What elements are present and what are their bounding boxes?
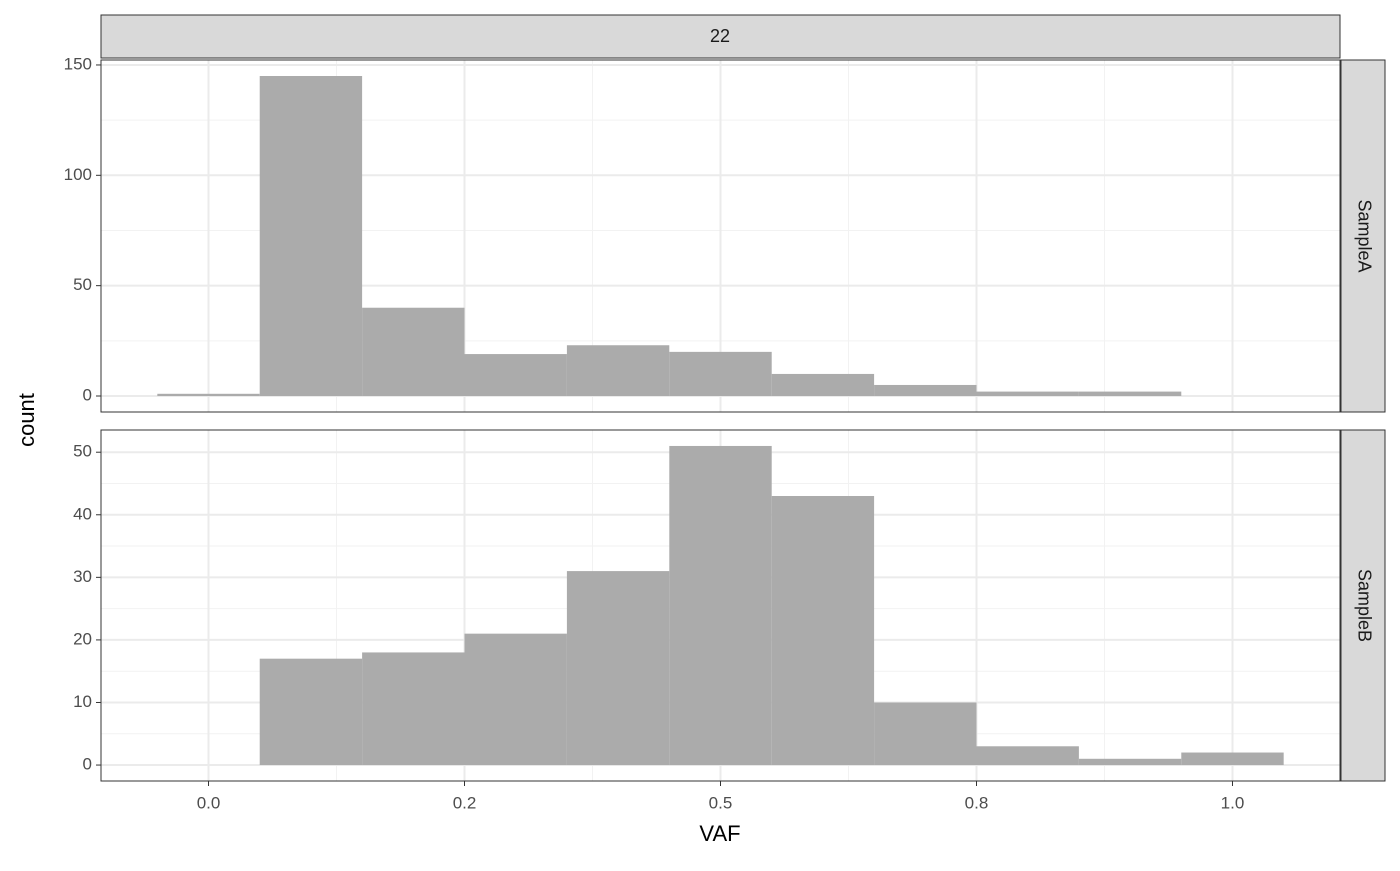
bar (771, 496, 875, 766)
y-tick-label: 30 (73, 567, 92, 586)
facet-label: 22 (710, 26, 730, 46)
y-tick-label: 10 (73, 692, 92, 711)
bar (464, 633, 567, 766)
y-axis-title: count (14, 393, 39, 447)
bar (1078, 391, 1182, 396)
bar (566, 345, 670, 396)
bar (976, 391, 1079, 396)
y-tick-label: 100 (64, 165, 92, 184)
facet-label: SampleB (1354, 569, 1374, 642)
y-tick-label: 0 (83, 755, 92, 774)
bar (1181, 752, 1284, 766)
bar (669, 351, 772, 396)
bar (874, 702, 977, 766)
x-tick-label: 0.5 (709, 793, 733, 812)
x-tick-label: 0.8 (965, 793, 989, 812)
y-tick-label: 40 (73, 504, 92, 523)
bar (362, 307, 465, 396)
facet-strip (1340, 59, 1386, 413)
bar (874, 384, 977, 396)
panel-border (100, 59, 1341, 413)
bar (464, 354, 567, 396)
x-tick-label: 0.0 (197, 793, 221, 812)
x-tick-label: 0.2 (453, 793, 477, 812)
y-tick-label: 150 (64, 54, 92, 73)
y-tick-label: 50 (73, 442, 92, 461)
x-axis-title: VAF (699, 821, 740, 846)
bar (157, 393, 260, 396)
bar (362, 652, 465, 766)
bar (259, 658, 363, 766)
facet-strip (1340, 429, 1386, 782)
x-tick-label: 1.0 (1221, 793, 1245, 812)
bar (771, 373, 875, 396)
facet-label: SampleA (1354, 199, 1374, 272)
bar (566, 571, 670, 766)
y-tick-label: 50 (73, 275, 92, 294)
bar (669, 445, 772, 766)
y-tick-label: 20 (73, 629, 92, 648)
bar (259, 76, 363, 396)
y-tick-label: 0 (83, 385, 92, 404)
bar (976, 746, 1079, 766)
facet-strip (100, 14, 1341, 59)
bar (1078, 758, 1182, 766)
